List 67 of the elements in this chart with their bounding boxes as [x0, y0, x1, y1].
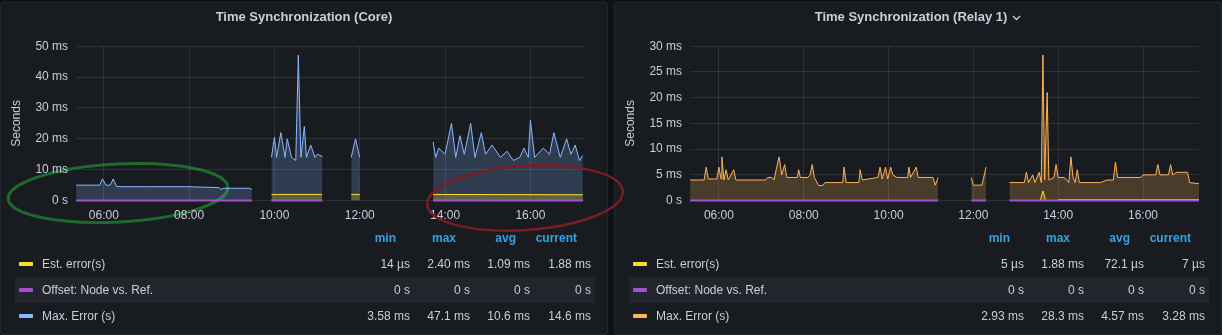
- y-tick-label: 15 ms: [649, 115, 683, 130]
- text: 0 s: [1067, 282, 1084, 299]
- text: 72.1 µs: [1104, 256, 1144, 273]
- x-tick-label: 16:00: [1128, 208, 1159, 223]
- chart-title: Time Synchronization (Core): [215, 9, 393, 24]
- x-tick-label: 06:00: [703, 208, 735, 223]
- text: 2.40 ms: [427, 256, 470, 273]
- text: max: [1045, 231, 1070, 245]
- legend-label: Est. error(s): [656, 256, 720, 273]
- y-tick-label: 25 ms: [649, 64, 683, 79]
- text: 14 µs: [380, 256, 410, 273]
- text: 7 µs: [1182, 256, 1205, 273]
- text: 0 s: [1188, 282, 1205, 299]
- text: 0 s: [1007, 282, 1024, 299]
- text: 0 s: [574, 282, 591, 299]
- y-tick-label: 10 ms: [649, 141, 683, 156]
- text: min: [988, 231, 1010, 245]
- text: 0 s: [513, 282, 530, 299]
- text: 0 s: [453, 282, 470, 299]
- text: 1.88 ms: [1041, 256, 1084, 273]
- text: 14.6 ms: [548, 308, 591, 325]
- x-tick-label: 16:00: [515, 208, 546, 223]
- y-tick-label: 30 ms: [649, 38, 683, 53]
- chart-title: Time Synchronization (Relay 1): [814, 9, 1008, 24]
- text: 5 µs: [1001, 256, 1024, 273]
- x-tick-label: 14:00: [1043, 208, 1074, 223]
- y-tick-label: 0 s: [666, 192, 683, 207]
- x-tick-label: 12:00: [958, 208, 989, 223]
- text: 4.57 ms: [1101, 308, 1144, 325]
- text: 1.09 ms: [487, 256, 530, 273]
- legend-label: Est. error(s): [42, 256, 106, 273]
- y-tick-label: 40 ms: [35, 69, 69, 84]
- legend-label: Max. Error (s): [656, 308, 730, 325]
- text: 10.6 ms: [487, 308, 530, 325]
- text: 0 s: [393, 282, 410, 299]
- legend-label: Offset: Node vs. Ref.: [656, 282, 768, 299]
- y-axis-title: Seconds: [8, 100, 23, 147]
- text: 3.58 ms: [367, 308, 410, 325]
- text: 47.1 ms: [427, 308, 470, 325]
- text: 3.28 ms: [1162, 308, 1205, 325]
- y-axis-title: Seconds: [622, 100, 637, 147]
- x-tick-label: 14:00: [430, 208, 461, 223]
- text: 0 s: [1127, 282, 1144, 299]
- x-tick-label: 10:00: [873, 208, 904, 223]
- x-tick-label: 06:00: [88, 208, 120, 223]
- x-tick-label: 10:00: [259, 208, 290, 223]
- x-tick-label: 08:00: [788, 208, 820, 223]
- legend-label: Offset: Node vs. Ref.: [42, 282, 154, 299]
- y-tick-label: 30 ms: [35, 100, 69, 115]
- text: max: [431, 231, 456, 245]
- y-tick-label: 5 ms: [656, 167, 683, 182]
- y-tick-label: 20 ms: [649, 89, 683, 104]
- text: 2.93 ms: [981, 308, 1024, 325]
- legend-label: Max. Error (s): [42, 308, 116, 325]
- text: avg: [1109, 231, 1130, 245]
- text: 1.88 ms: [548, 256, 591, 273]
- text: 28.3 ms: [1041, 308, 1084, 325]
- x-tick-label: 12:00: [344, 208, 376, 223]
- text: current: [535, 231, 577, 245]
- y-tick-label: 0 s: [52, 192, 69, 207]
- text: min: [374, 231, 396, 245]
- x-tick-label: 08:00: [174, 208, 205, 223]
- y-tick-label: 10 ms: [35, 162, 69, 177]
- y-tick-label: 50 ms: [35, 38, 69, 53]
- y-tick-label: 20 ms: [35, 131, 69, 146]
- text: avg: [495, 231, 516, 245]
- text: current: [1149, 231, 1191, 245]
